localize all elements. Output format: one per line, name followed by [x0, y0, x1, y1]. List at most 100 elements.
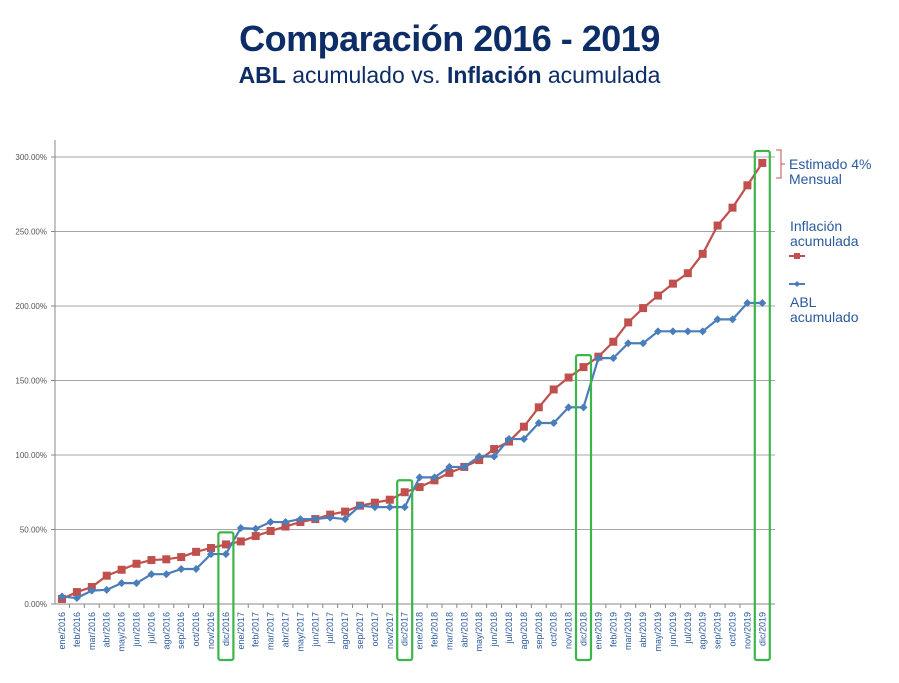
data-point	[58, 592, 66, 601]
data-point	[192, 547, 201, 556]
data-point	[87, 586, 96, 595]
data-point	[326, 513, 335, 522]
legend-inflation-label: Inflación acumulada	[790, 218, 859, 249]
y-tick-label: 50.00%	[20, 526, 47, 535]
x-tick-label: feb/2019	[608, 612, 618, 647]
x-tick-label: feb/2018	[430, 612, 440, 647]
highlight-box	[217, 531, 235, 662]
highlight-boxes	[217, 149, 771, 662]
x-tick-label: ene/2016	[57, 612, 67, 650]
data-point	[594, 354, 603, 363]
x-tick-label: may/2017	[295, 612, 305, 652]
data-point	[266, 518, 275, 527]
data-point	[415, 473, 424, 482]
data-point	[370, 503, 379, 512]
x-tick-label: abr/2018	[459, 612, 469, 648]
data-point	[311, 515, 320, 524]
chart-title: Comparación 2016 - 2019	[239, 18, 660, 59]
x-tick-label: jun/2018	[489, 612, 499, 648]
x-tick-label: abr/2019	[638, 612, 648, 648]
data-point	[683, 269, 692, 278]
x-tick-label: abr/2017	[281, 612, 291, 648]
x-tick-label: oct/2017	[370, 612, 380, 647]
data-point	[400, 488, 409, 497]
x-tick-label: mar/2018	[444, 612, 454, 650]
x-tick-label: sep/2019	[713, 612, 723, 649]
x-tick-label: jun/2019	[668, 612, 678, 648]
x-tick-label: mar/2016	[87, 612, 97, 650]
data-point	[564, 403, 573, 412]
x-tick-label: may/2019	[653, 612, 663, 652]
x-tick-label: dic/2018	[579, 612, 589, 646]
x-tick-label: jun/2016	[132, 612, 142, 648]
x-tick-label: ago/2017	[340, 612, 350, 650]
data-point	[251, 524, 260, 533]
data-point	[490, 445, 499, 454]
data-point	[207, 550, 215, 559]
x-tick-label: jul/2019	[683, 612, 693, 645]
data-point	[460, 462, 469, 471]
data-point	[728, 315, 737, 324]
y-tick-label: 250.00%	[15, 228, 47, 237]
data-point	[639, 304, 648, 313]
subtitle-abl: ABL	[238, 62, 286, 88]
x-tick-label: nov/2018	[564, 612, 574, 649]
x-tick-label: oct/2016	[191, 612, 201, 647]
data-point	[668, 327, 677, 336]
data-point	[236, 537, 245, 546]
x-tick-label: dic/2019	[757, 612, 767, 646]
legend-inflation-marker	[794, 253, 800, 259]
subtitle-inflacion: Inflación	[446, 62, 542, 88]
data-point	[251, 532, 260, 541]
data-point	[400, 503, 409, 512]
legend-abl-marker	[794, 281, 800, 287]
data-point	[281, 522, 290, 531]
data-point	[102, 571, 111, 580]
data-point	[654, 327, 662, 336]
data-point	[430, 473, 439, 482]
data-point	[132, 579, 141, 588]
x-tick-label: ene/2017	[236, 612, 246, 650]
chart-subtitle: ABL acumulado vs. Inflación acumulada	[0, 62, 899, 89]
data-point	[505, 435, 513, 444]
x-tick-label: may/2018	[474, 612, 484, 652]
estimate-note: Estimado 4% Mensual	[789, 156, 872, 187]
data-point	[668, 279, 677, 288]
data-point	[177, 564, 186, 573]
data-point	[221, 540, 230, 549]
x-tick-label: feb/2017	[251, 612, 261, 647]
x-tick-label: mar/2017	[266, 612, 276, 650]
highlight-box	[396, 479, 414, 662]
legend-marks	[776, 149, 805, 287]
data-point	[609, 354, 618, 363]
data-point	[743, 299, 752, 308]
y-tick-label: 100.00%	[15, 451, 47, 460]
data-point	[713, 315, 722, 324]
data-point	[713, 221, 722, 230]
data-point	[564, 373, 573, 382]
data-point	[370, 498, 379, 507]
data-point	[534, 418, 543, 427]
data-point	[72, 588, 81, 597]
data-point	[281, 518, 290, 527]
x-tick-label: sep/2017	[355, 612, 365, 649]
estimate-bracket-icon	[776, 149, 785, 179]
data-point	[728, 203, 737, 212]
x-tick-label: nov/2019	[742, 612, 752, 649]
data-point	[147, 556, 156, 565]
data-point	[266, 526, 275, 535]
data-point	[698, 327, 707, 336]
data-point	[356, 501, 364, 510]
data-point	[519, 422, 528, 431]
data-point	[609, 337, 618, 346]
x-tick-label: jul/2017	[325, 612, 335, 645]
data-point	[758, 299, 767, 308]
y-tick-label: 150.00%	[15, 377, 47, 386]
x-tick-label: abr/2016	[102, 612, 112, 648]
x-tick-label: nov/2016	[206, 612, 216, 649]
data-point	[221, 550, 230, 559]
y-axis: 0.00% 50.00% 100.00% 150.00% 200.00% 250.00% 3…	[15, 140, 56, 609]
x-tick-label: may/2016	[117, 612, 127, 652]
data-point	[475, 452, 484, 461]
x-tick-label: ene/2018	[415, 612, 425, 650]
